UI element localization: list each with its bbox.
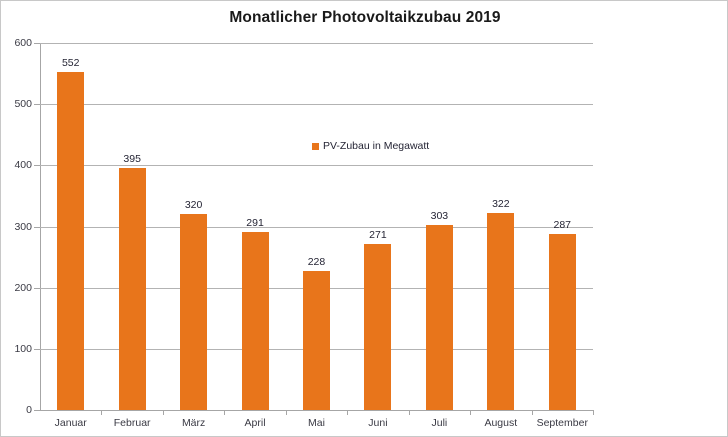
bar[interactable] (180, 214, 208, 410)
y-axis-tick-label: 600 (14, 37, 32, 49)
bar[interactable] (57, 72, 85, 410)
bar-group: 303 (409, 43, 470, 410)
y-axis-tick (34, 226, 40, 228)
x-axis-category-label: Januar (54, 417, 87, 429)
bar-value-label: 291 (246, 217, 264, 230)
x-axis-tick (162, 410, 164, 415)
bar[interactable] (487, 213, 515, 410)
y-axis-tick-label: 100 (14, 342, 32, 355)
bar[interactable] (118, 168, 146, 410)
x-axis-category-label: September (536, 417, 588, 429)
x-axis-category-label: Mai (308, 417, 325, 429)
bar-value-label: 228 (307, 255, 326, 268)
bar-group: 395 (101, 43, 162, 410)
y-axis-tick (34, 348, 40, 350)
y-axis-labels: 0 100 200 300 400 500 600 (1, 1, 32, 436)
y-axis-tick-label: 400 (14, 159, 32, 172)
x-axis-category-label: April (244, 417, 266, 429)
y-axis-tick (34, 165, 40, 167)
x-axis-category-label: Juli (431, 417, 448, 429)
bar-group: 322 (470, 43, 531, 410)
y-axis-tick (34, 287, 40, 289)
x-axis-tick (531, 410, 533, 415)
bar-group: 287 (532, 43, 593, 410)
y-axis-tick-label: 300 (14, 220, 32, 233)
bar[interactable] (548, 234, 576, 410)
gridline (40, 165, 593, 167)
x-axis-tick (224, 410, 226, 415)
x-axis-category-label: Juni (368, 417, 388, 429)
x-axis-tick (408, 410, 410, 415)
gridline (40, 43, 593, 44)
x-axis-tick (470, 410, 472, 415)
y-axis-tick-label: 200 (14, 281, 32, 294)
x-axis-category-label: August (484, 417, 518, 429)
x-axis-line (40, 410, 593, 411)
gridline (40, 226, 593, 228)
bar-value-label: 320 (184, 199, 203, 212)
x-axis-tick (285, 410, 287, 415)
bar-group: 291 (224, 43, 285, 410)
bar[interactable] (425, 224, 453, 410)
y-axis-tick-label: 0 (26, 404, 32, 416)
gridline (40, 104, 593, 106)
bar-group: 228 (286, 43, 347, 410)
bar-value-label: 303 (430, 209, 449, 222)
bar-group: 320 (163, 43, 224, 410)
x-axis-category-label: März (181, 417, 206, 429)
x-axis-tick (347, 410, 349, 415)
x-axis-category-label: Februar (113, 417, 151, 429)
bar-group: 552 (40, 43, 101, 410)
y-axis-tick (34, 104, 40, 106)
chart-title: Monatlicher Photovoltaikzubau 2019 (229, 9, 501, 26)
bar-value-label: 287 (553, 219, 572, 232)
y-axis-tick-label: 500 (14, 98, 32, 111)
bar-value-label: 395 (123, 153, 141, 166)
legend-item-label: PV-Zubau in Megawatt (323, 140, 430, 152)
x-axis-tick (593, 410, 594, 415)
bar-value-label: 271 (369, 229, 387, 242)
y-axis-tick (34, 410, 40, 411)
bar[interactable] (302, 270, 330, 410)
bar-value-label: 552 (61, 57, 80, 70)
bar-group: 271 (347, 43, 408, 410)
bar-value-label: 322 (492, 198, 510, 211)
x-axis-tick (101, 410, 103, 415)
plot-area: 552 395 320 291 228 271 303 322 287 (40, 43, 593, 410)
chart-legend: PV-Zubau in Megawatt (312, 140, 429, 152)
bar[interactable] (241, 232, 269, 410)
legend-color-swatch (312, 142, 319, 150)
bar[interactable] (364, 244, 392, 410)
y-axis-tick (34, 43, 40, 44)
